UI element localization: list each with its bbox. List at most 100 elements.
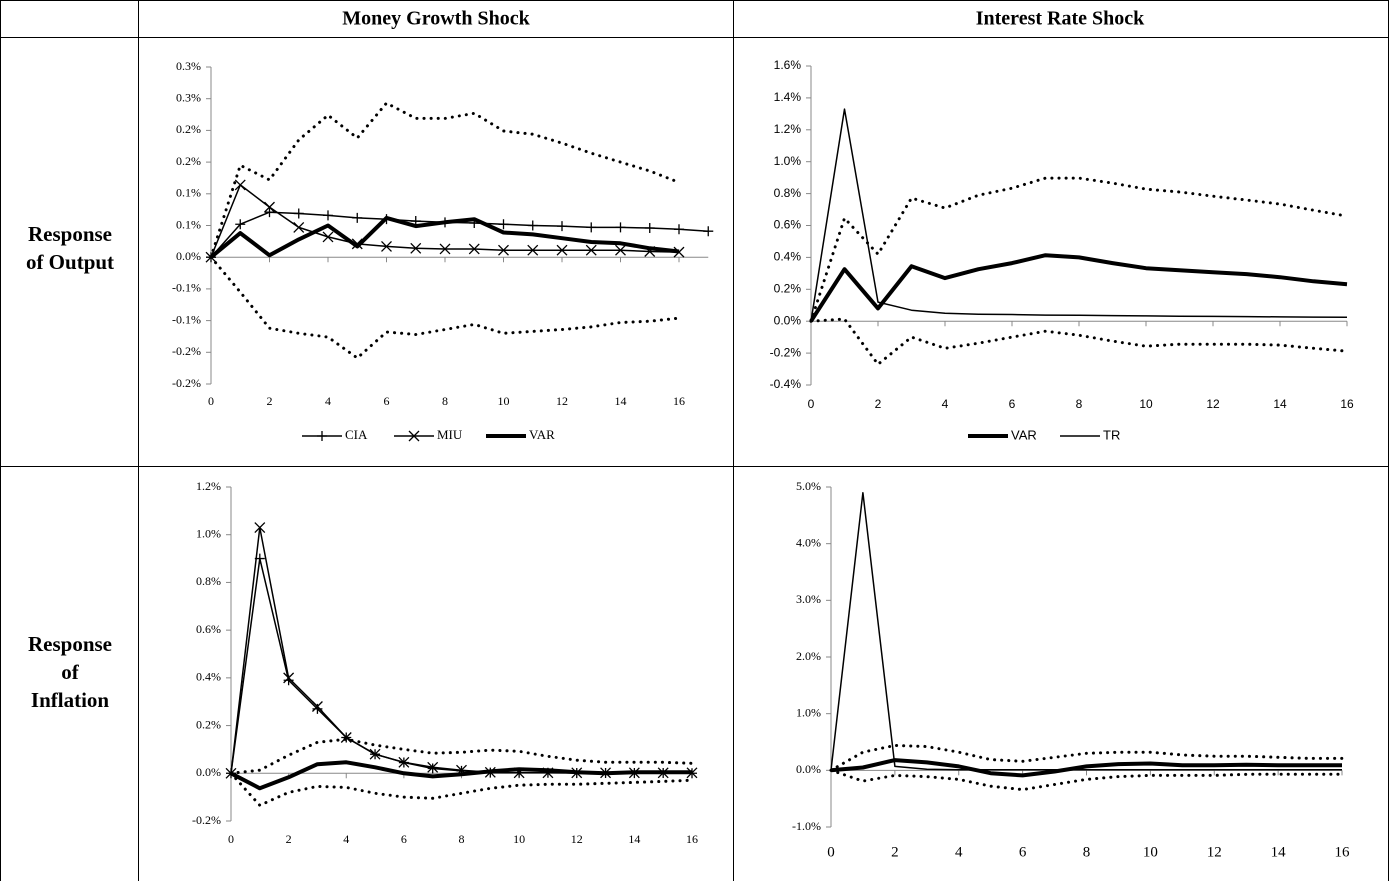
y-tick-label: 0.1% [176,186,201,200]
y-tick-label: 4.0% [796,535,821,549]
row-label: Inflation [31,688,110,712]
marker-plus [557,221,567,232]
x-tick-label: 8 [1083,844,1091,860]
marker-x [340,732,352,743]
y-tick-label: 1.6% [774,58,802,72]
y-tick-label: 5.0% [796,479,821,493]
x-tick-label: 12 [1207,844,1222,860]
marker-plus [352,212,363,223]
y-tick-label: 0.0% [196,765,221,779]
marker-plus [674,224,684,235]
marker-plus [498,219,509,230]
marker-x [410,242,422,254]
y-tick-label: 0.6% [774,218,802,232]
y-tick-label: -1.0% [792,819,821,833]
confidence-band [209,101,681,259]
marker-plus [293,208,304,219]
legend-label: TR [1103,427,1120,442]
x-tick-label: 2 [267,394,273,408]
y-tick-label: 1.2% [774,122,802,136]
marker-plus [264,207,275,218]
series-line [230,526,692,774]
marker-x [264,201,275,213]
marker-plus [317,431,327,441]
legend-label: VAR [529,427,555,442]
column-header: Interest Rate Shock [976,8,1145,30]
x-tick-label: 0 [827,844,835,860]
y-tick-label: 0.0% [176,249,201,263]
x-tick-label: 12 [571,832,583,846]
x-tick-label: 4 [343,832,349,846]
marker-x [381,240,392,252]
y-tick-label: 0.6% [196,622,221,636]
x-tick-label: 6 [1009,397,1016,411]
y-tick-label: -0.2% [172,344,201,358]
marker-x [673,246,685,258]
confidence-band [229,771,694,807]
y-tick-label: 0.0% [796,762,821,776]
x-tick-label: 2 [875,397,882,411]
x-tick-label: 0 [228,832,234,846]
marker-x [498,244,509,256]
marker-x [408,430,420,442]
x-tick-label: 14 [615,394,627,408]
x-tick-label: 2 [286,832,292,846]
series-line [230,557,693,775]
marker-x [369,748,381,760]
x-tick-label: 14 [1271,844,1287,860]
series-line [830,491,1342,771]
series-line [810,108,1348,322]
y-tick-label: 1.2% [196,479,221,493]
x-tick-label: 4 [325,394,331,408]
x-tick-label: 8 [459,832,465,846]
y-tick-label: 0.2% [176,154,201,168]
series-line [230,760,692,791]
x-tick-label: 12 [556,394,568,408]
marker-plus [644,223,655,234]
y-tick-label: -0.2% [172,376,201,390]
column-header: Money Growth Shock [342,8,530,30]
row-label: of Output [26,250,114,274]
y-tick-label: 0.3% [176,59,201,73]
x-tick-label: 16 [1340,397,1354,411]
y-tick-label: 2.0% [796,649,821,663]
x-tick-label: 14 [1273,397,1287,411]
legend-label: MIU [437,427,463,442]
confidence-band [829,743,1344,772]
marker-plus [527,220,538,231]
y-tick-label: 0.2% [176,122,201,136]
marker-plus [427,763,438,774]
marker-x [311,701,323,712]
y-tick-label: 0.0% [774,313,802,327]
marker-x [254,522,266,534]
x-tick-label: 10 [1139,397,1153,411]
y-tick-label: 1.0% [774,154,802,168]
y-tick-label: 0.3% [176,90,201,104]
x-tick-label: 6 [401,832,407,846]
confidence-band [209,255,681,360]
row-label: of [61,660,80,684]
x-tick-label: 6 [384,394,390,408]
y-tick-label: -0.4% [770,377,802,391]
x-tick-label: 14 [628,832,640,846]
marker-x [468,243,480,255]
y-tick-label: -0.1% [172,281,201,295]
marker-x [398,756,410,768]
x-tick-label: 10 [498,394,510,408]
x-tick-label: 4 [955,844,963,860]
marker-x [615,244,626,256]
marker-x [283,672,295,684]
series-line [809,253,1348,323]
y-tick-label: 1.0% [796,705,821,719]
x-tick-label: 2 [891,844,899,860]
marker-plus [703,226,714,237]
marker-x [234,179,246,191]
y-tick-label: 0.8% [196,574,221,588]
x-tick-label: 4 [942,397,949,411]
marker-x [527,244,539,256]
marker-plus [323,210,333,221]
x-tick-label: 6 [1019,844,1027,860]
